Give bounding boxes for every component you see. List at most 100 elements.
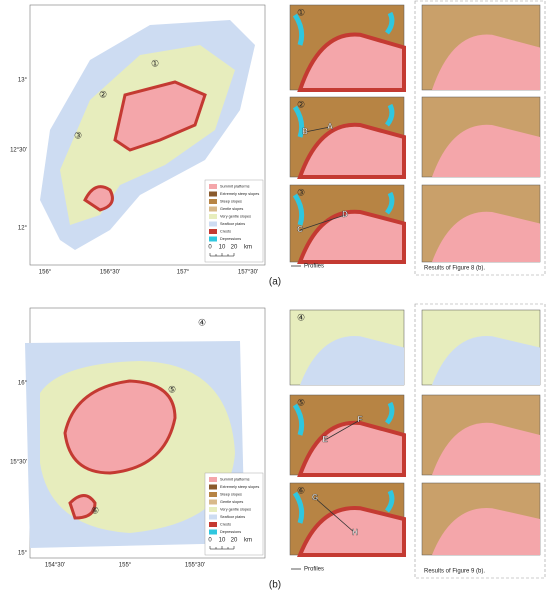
map-region	[83, 185, 114, 212]
legend-label: Seafloor plains	[220, 515, 245, 519]
inset-depression	[292, 11, 395, 46]
profile-point: B	[302, 127, 308, 136]
scale-label: 10	[219, 245, 226, 251]
map-marker: ②	[99, 89, 107, 99]
inset-depression	[292, 489, 395, 524]
map-region	[63, 379, 177, 475]
legend-label: Seafloor plains	[220, 222, 245, 226]
legend-swatch	[209, 199, 217, 204]
results-frame	[414, 0, 546, 276]
legend-label: Very gentle slopes	[220, 508, 251, 512]
result-summit	[432, 336, 540, 385]
legend-swatch	[209, 184, 217, 189]
legend-swatch	[209, 221, 217, 227]
scale-label: km	[244, 245, 252, 251]
inset-depression	[292, 401, 395, 436]
inset-summit	[297, 506, 406, 557]
legend-swatch	[209, 484, 217, 490]
scale-label: km	[244, 538, 252, 544]
scale-bar	[209, 253, 235, 257]
legend-label: Extremely steep slopes	[220, 192, 259, 196]
legend-label: Very gentle slopes	[220, 215, 251, 219]
inset-depression	[292, 191, 395, 226]
scale-label: 0	[208, 245, 212, 251]
lat-label: 15°	[18, 551, 28, 557]
map-marker: ③	[74, 130, 82, 140]
lon-label: 154°30'	[45, 563, 65, 569]
lon-label: 156°	[39, 270, 52, 276]
profile-point: H	[352, 528, 358, 537]
map-region	[68, 494, 97, 520]
profile-point: G	[312, 493, 318, 502]
lon-label: 157°30'	[238, 270, 258, 276]
inset-marker: ③	[297, 187, 305, 197]
results-caption: Results of Figure 9 (b).	[424, 569, 485, 575]
panel-label: (a)	[269, 277, 281, 288]
inset-summit	[297, 122, 406, 179]
legend-label: Steep slopes	[220, 200, 242, 204]
legend-swatch	[209, 507, 217, 512]
profile-line	[324, 419, 361, 441]
inset-summit	[297, 32, 406, 92]
inset-summit	[297, 209, 406, 264]
profile-point: F	[358, 415, 363, 424]
legend-swatch	[209, 206, 217, 212]
scale-label: 10	[219, 538, 226, 544]
scale-label: 0	[208, 538, 212, 544]
legend-label: Summit platforms	[220, 478, 250, 482]
result-summit	[432, 211, 540, 262]
legend-label: Depressions	[220, 530, 241, 534]
result-summit	[432, 34, 540, 90]
lat-label: 16°	[18, 381, 28, 387]
inset-summit	[297, 420, 406, 477]
profile-point: D	[342, 210, 348, 219]
profile-point: C	[297, 225, 303, 234]
panel: 13° 12°30' 12° 156° 156°30' 157° 157°30' ① ② ③ Sum…	[10, 0, 546, 288]
lat-label: 13°	[18, 78, 28, 84]
panel-label: (b)	[269, 580, 281, 591]
legend-label: Extremely steep slopes	[220, 485, 259, 489]
legend-swatch	[209, 499, 217, 505]
inset-marker: ①	[297, 7, 305, 17]
lon-label: 156°30'	[100, 270, 120, 276]
result-summit	[432, 422, 540, 475]
map-marker: ⑤	[168, 384, 176, 394]
results-frame	[414, 303, 546, 579]
legend-swatch	[209, 514, 217, 520]
map-marker: ⑥	[91, 505, 99, 515]
inset-depression	[292, 103, 395, 138]
scale-label: 20	[231, 538, 238, 544]
scale-label: 20	[231, 245, 238, 251]
inset-marker: ②	[297, 99, 305, 109]
legend-label: Crests	[220, 230, 231, 234]
profiles-label: Profiles	[304, 567, 324, 573]
inset-marker: ⑤	[297, 397, 305, 407]
legend-swatch	[209, 529, 217, 535]
lon-label: 155°30'	[185, 563, 205, 569]
map-marker: ④	[198, 317, 206, 327]
legend-label: Depressions	[220, 237, 241, 241]
legend-swatch	[209, 522, 217, 527]
legend-swatch	[209, 236, 217, 242]
legend-swatch	[209, 191, 217, 197]
legend-label: Gentle slopes	[220, 500, 243, 504]
panel: 16° 15°30' 15° 154°30' 155° 155°30' ④ ⑤ ⑥ Summit …	[10, 303, 546, 591]
legend-swatch	[209, 492, 217, 497]
results-caption: Results of Figure 8 (b).	[424, 266, 485, 272]
result-summit	[432, 507, 540, 555]
scale-bar	[209, 546, 235, 550]
lat-label: 15°30'	[10, 460, 27, 466]
lat-label: 12°	[18, 226, 28, 232]
profile-line	[314, 497, 356, 534]
legend-label: Gentle slopes	[220, 207, 243, 211]
profile-line	[299, 214, 346, 231]
inset-summit	[300, 336, 404, 385]
legend-label: Summit platforms	[220, 185, 250, 189]
profile-point: A	[327, 122, 333, 131]
lon-label: 157°	[177, 270, 190, 276]
result-summit	[432, 124, 540, 177]
inset-marker: ④	[297, 312, 305, 322]
legend-label: Steep slopes	[220, 493, 242, 497]
map-marker: ①	[151, 58, 159, 68]
